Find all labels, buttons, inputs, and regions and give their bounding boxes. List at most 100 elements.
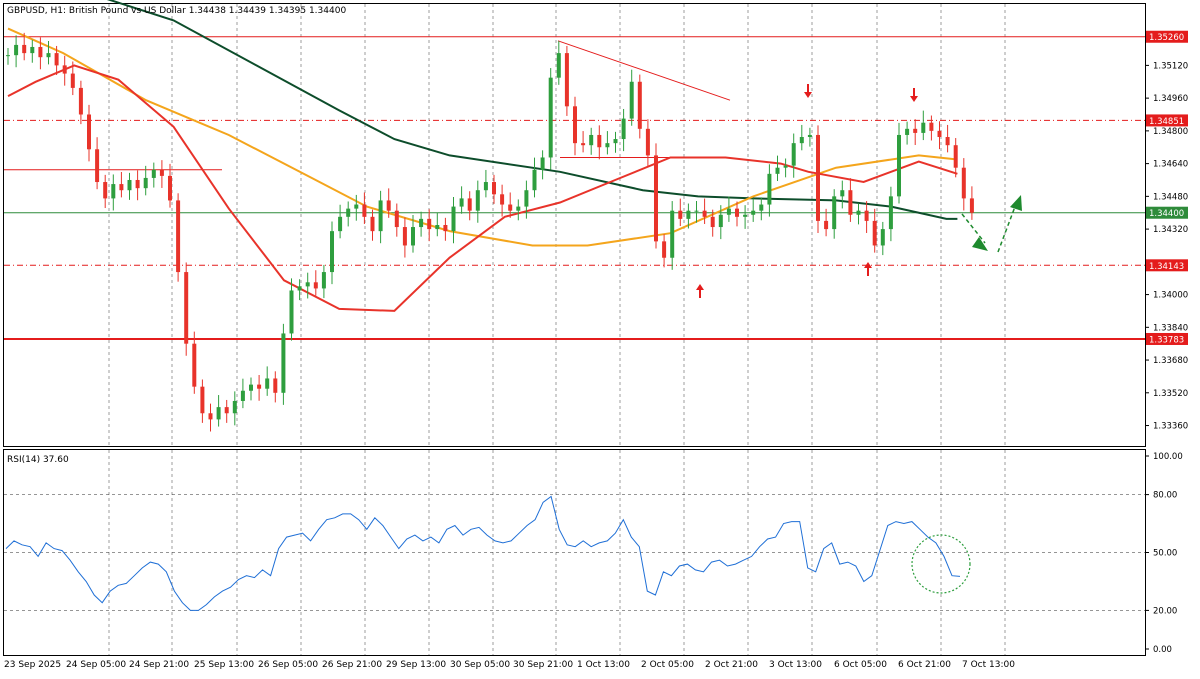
candle-body [127,179,132,191]
candle-body [686,210,691,219]
candle-body [726,208,731,215]
price-axis: 1.35120 1.34960 1.34800 1.34640 1.34480 1.343… [1145,30,1188,432]
candle-body [402,227,407,246]
candle-body [281,333,286,393]
candle-body [346,208,351,217]
candle-body [645,128,650,156]
candle-body [848,190,853,215]
candle-body [216,407,221,420]
projection-arrowhead-up [1010,195,1022,211]
candle-body [662,241,667,258]
candle-body [735,208,739,217]
time-tick-label: 24 Sep 05:00 [66,660,126,670]
candle-body [265,378,270,389]
arrow-head [804,92,812,98]
trendline [557,40,731,101]
time-tick-label: 26 Sep 21:00 [322,660,382,670]
candle-body [224,407,229,414]
candle-body [524,190,529,207]
rsi-tick-label: 50.00 [1153,549,1177,559]
up-arrow-icon [696,284,704,298]
candle-body [257,384,262,389]
time-tick-label: 26 Sep 05:00 [258,660,318,670]
candle-body [621,118,626,140]
candle-body [459,198,464,207]
price-tick-label: 1.34320 [1153,225,1188,235]
candle-body [46,53,51,58]
candle-body [378,200,383,232]
candle-body [297,286,302,291]
candle-body [62,65,67,74]
time-tick-label: 24 Sep 21:00 [129,660,189,670]
candle-body [824,220,829,230]
candle-body [832,196,837,230]
rsi-highlight-circle [911,534,971,594]
candle-body [95,149,100,183]
candle-body [937,130,942,138]
candle-body [321,272,326,289]
candle-body [30,46,35,54]
candle-body [921,122,926,133]
candle-body [394,210,399,228]
candle-body [362,204,367,217]
candle-body [354,204,359,209]
candle-body [856,210,861,215]
candle-body [492,182,496,195]
candle-body [370,216,375,232]
candle-body [953,145,958,168]
candle-body [14,44,19,56]
time-tick-label: 23 Sep 2025 [4,660,61,670]
candle-body [694,210,699,212]
candlesticks [6,32,974,432]
candle-body [751,210,756,215]
level-price-tag-label: 1.34143 [1149,262,1184,272]
candle-body [581,143,586,146]
candle-body [678,210,683,219]
arrow-head [696,284,704,290]
candle-body [289,290,294,334]
candle-body [232,400,237,414]
rsi-label: RSI(14) 37.60 [7,455,69,465]
candle-body [880,229,885,246]
candle-body [38,46,43,58]
time-tick-label: 29 Sep 13:00 [386,660,446,670]
candle-body [961,167,966,199]
candle-body [419,218,424,228]
level-price-tag-label: 1.33783 [1149,335,1184,345]
candle-body [791,143,796,166]
candle-body [111,184,116,199]
price-tick-label: 1.34000 [1153,291,1188,301]
candle-body [119,184,124,191]
time-tick-label: 7 Oct 13:00 [962,660,1015,670]
candle-body [168,175,172,201]
projection-dash-down [961,213,986,244]
candle-body [548,77,553,158]
candle-body [467,198,472,211]
candle-body [54,53,59,66]
candle-body [475,190,480,211]
candle-body [330,231,334,273]
candle-body [78,87,83,115]
candle-body [508,204,513,211]
time-tick-label: 3 Oct 13:00 [769,660,822,670]
candle-body [435,225,440,230]
rsi-tick-label: 0.00 [1153,645,1172,655]
candle-body [427,218,432,230]
candle-body [338,216,343,232]
candle-body [872,220,877,246]
time-tick-label: 2 Oct 21:00 [705,660,758,670]
candle-body [135,179,140,189]
horizontal-levels [4,36,1145,340]
grid [108,4,1006,655]
rsi-line [5,495,961,611]
candle-body [710,216,715,228]
down-arrow-icon [804,84,812,98]
level-price-tag-label: 1.34400 [1149,209,1184,219]
price-tick-label: 1.33680 [1153,356,1188,366]
candle-body [184,272,189,344]
candle-body [176,200,181,273]
time-axis: 23 Sep 2025 24 Sep 05:00 24 Sep 21:00 25 Se… [4,660,1015,670]
rsi-tick-label: 80.00 [1153,491,1177,501]
candle-body [613,139,618,144]
